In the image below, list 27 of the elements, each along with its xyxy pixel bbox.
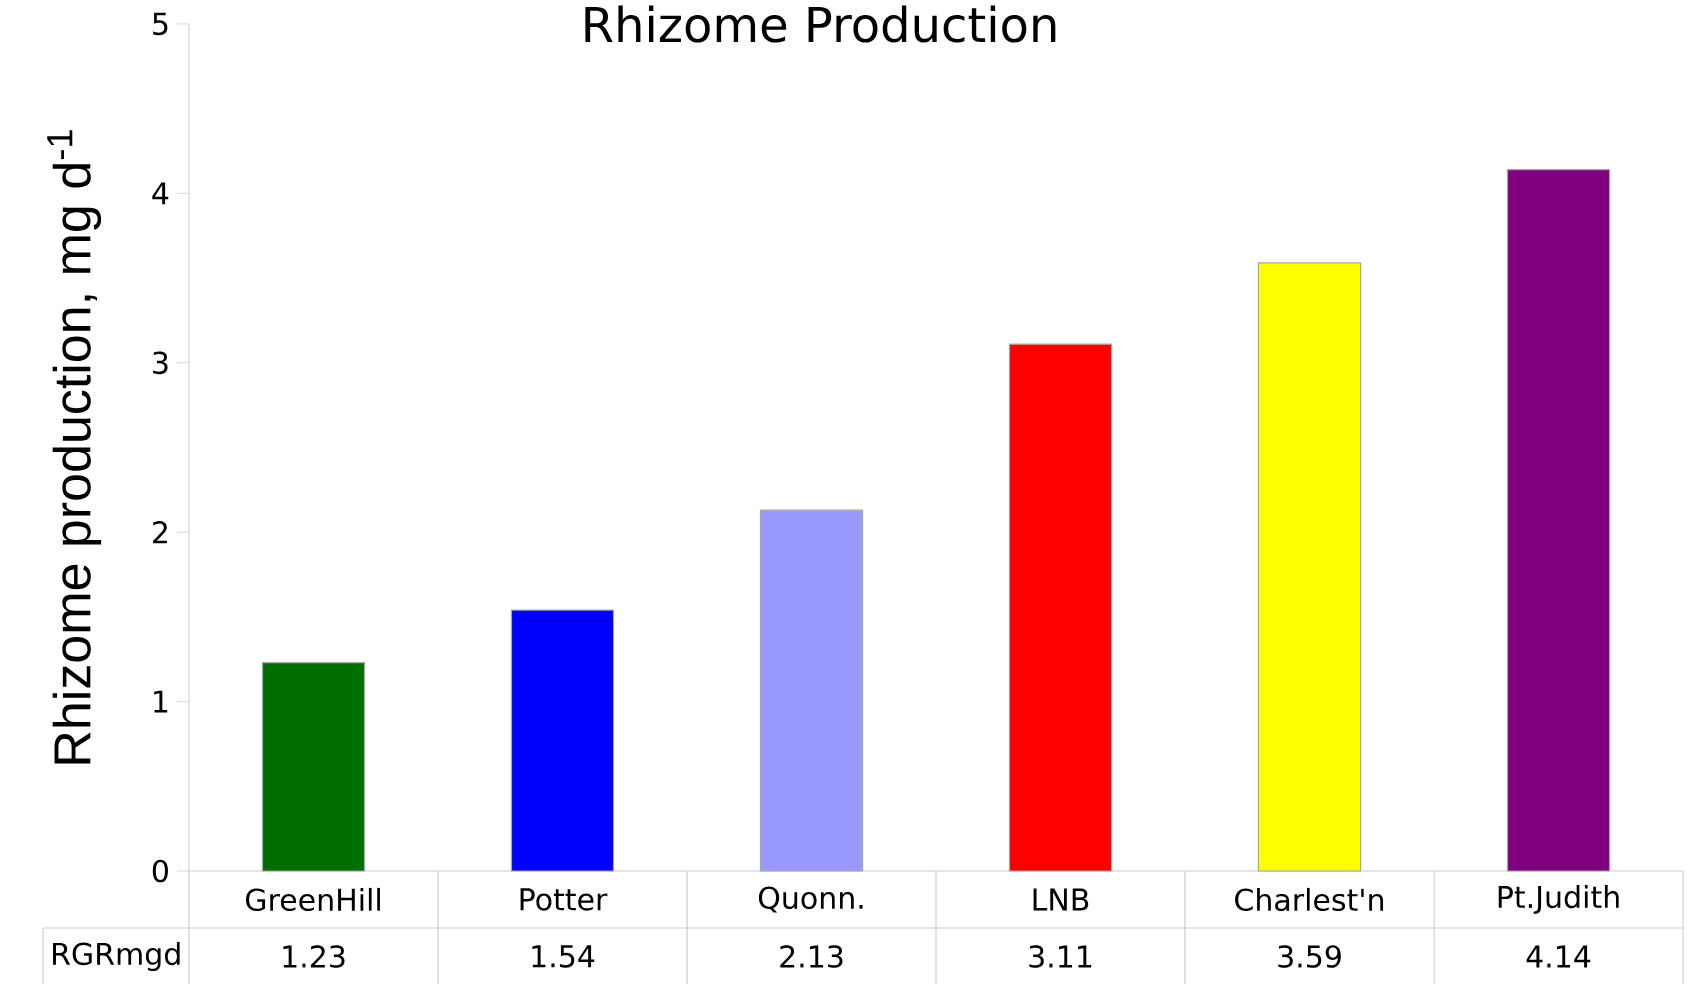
y-tick-label: 3 — [153, 351, 168, 375]
x-tick-label: Charlest'n — [1235, 887, 1384, 912]
data-label: 3.59 — [1278, 945, 1341, 968]
y-tick-label: 5 — [153, 12, 168, 36]
data-label: 3.11 — [1029, 945, 1092, 968]
chart-title: Rhizome Production — [585, 5, 1056, 43]
data-label: 4.14 — [1526, 945, 1591, 968]
data-label: 1.23 — [283, 945, 345, 968]
bar — [1506, 169, 1611, 872]
y-tick-label: 2 — [153, 521, 167, 544]
bar — [261, 662, 366, 872]
bar — [510, 609, 615, 872]
text: RGRmgd — [53, 941, 180, 971]
bar — [1257, 262, 1362, 872]
x-tick-label: GreenHill — [246, 887, 380, 912]
x-tick-label: LNB — [1033, 888, 1089, 911]
x-tick-label: Pt.Judith — [1498, 885, 1619, 914]
y-axis-title: Rhizome production, mg d$^{-1}$ — [47, 130, 102, 764]
y-tick-label: 4 — [152, 182, 169, 205]
y-tick-label: 0 — [152, 859, 168, 883]
y-tick-label: 1 — [154, 690, 168, 713]
x-tick-label: Quonn. — [758, 886, 863, 913]
data-label: 1.54 — [532, 945, 595, 968]
bar — [1008, 343, 1113, 872]
bar — [759, 509, 864, 872]
x-tick-label: Potter — [520, 888, 608, 911]
data-label: 2.13 — [780, 945, 843, 968]
